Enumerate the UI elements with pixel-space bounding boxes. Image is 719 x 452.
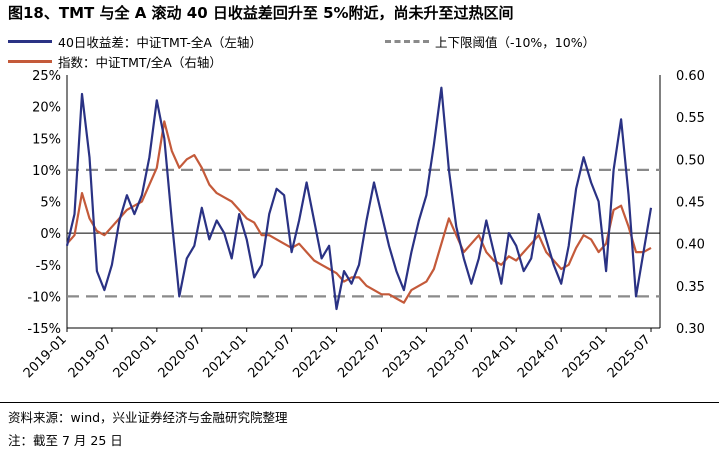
right-tick-label: 0.45 [676,196,705,211]
left-tick-label: 5% [40,196,61,211]
x-tick-label: 2019-07 [66,332,115,381]
left-tick-label: -15% [27,322,61,337]
x-tick-label: 2022-01 [290,332,339,381]
x-tick-label: 2023-07 [425,332,474,381]
left-tick-label: 20% [32,101,61,116]
x-tick-label: 2023-01 [380,332,429,381]
right-tick-label: 0.50 [676,153,705,168]
left-tick-label: 0% [40,227,61,242]
footer-note: 注：截至 7 月 25 日 [8,433,123,448]
footer-source: 资料来源：wind，兴业证券经济与金融研究院整理 [8,410,288,425]
series-line-return-spread [65,86,653,311]
legend-item-red: 指数：中证TMT/全A（右轴） [8,52,222,71]
x-tick-label: 2019-01 [21,332,70,381]
left-tick-label: 25% [32,69,61,84]
x-tick-label: 2022-07 [335,332,384,381]
left-tick-label: -5% [36,259,61,274]
x-tick-label: 2021-07 [245,332,294,381]
legend-swatch-blue [8,40,52,43]
right-tick-label: 0.60 [676,69,705,84]
legend-swatch-gray [385,40,429,43]
series-line-index-ratio [66,120,652,304]
x-tick-label: 2021-01 [201,332,250,381]
left-tick-label: -10% [27,290,61,305]
legend-item-gray: 上下限阈值（-10%，10%） [385,32,595,51]
right-tick-label: 0.40 [676,238,705,253]
legend-item-blue: 40日收益差：中证TMT-全A（左轴） [8,32,262,51]
legend-label-gray: 上下限阈值（-10%，10%） [435,35,596,50]
legend-swatch-red [8,60,52,63]
footer-divider [0,402,719,403]
x-tick-label: 2020-01 [111,332,160,381]
x-tick-label: 2020-07 [156,332,205,381]
x-tick-label: 2024-01 [470,332,519,381]
chart-title: 图18、TMT 与全 A 滚动 40 日收益差回升至 5%附近，尚未升至过热区间 [8,4,514,22]
legend-label-blue: 40日收益差：中证TMT-全A（左轴） [58,35,262,50]
right-tick-label: 0.35 [676,280,705,295]
right-tick-label: 0.55 [676,111,705,126]
left-tick-label: 10% [32,164,61,179]
x-tick-label: 2025-01 [560,332,609,381]
legend-label-red: 指数：中证TMT/全A（右轴） [58,55,222,70]
left-tick-label: 15% [32,132,61,147]
x-tick-label: 2025-07 [605,332,654,381]
x-tick-label: 2024-07 [515,332,564,381]
right-tick-label: 0.30 [676,322,705,337]
